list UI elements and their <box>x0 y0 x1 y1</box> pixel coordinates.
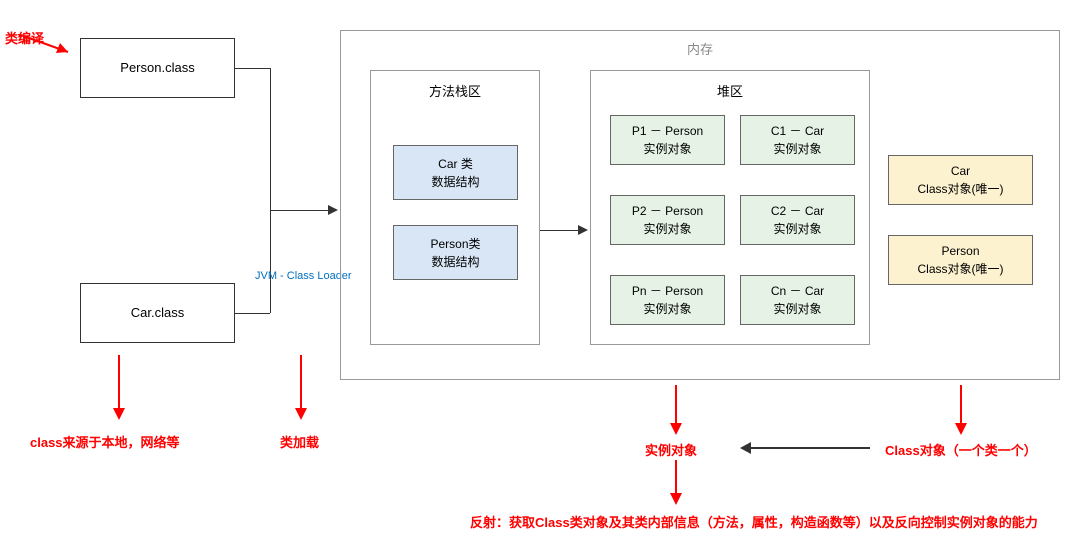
arrow-to-memory <box>328 205 338 215</box>
person-classobj-box: Person Class对象(唯一) <box>888 235 1033 285</box>
car-classobj-box: Car Class对象(唯一) <box>888 155 1033 205</box>
classobj-label: Class对象（一个类一个） <box>885 440 1037 459</box>
line-person-out <box>235 68 270 69</box>
reflection-label: 反射：获取Class类对象及其类内部信息（方法，属性，构造函数等）以及反向控制实… <box>470 512 1038 531</box>
instance-arrow-line <box>675 385 677 425</box>
arrow-class-to-instance <box>740 442 751 454</box>
line-class-to-instance <box>750 447 870 449</box>
source-label: class来源于本地，网络等 <box>30 432 180 451</box>
person-struct-box: Person类 数据结构 <box>393 225 518 280</box>
pn-box: Pn － Person 实例对象 <box>610 275 725 325</box>
person-class-file: Person.class <box>80 38 235 98</box>
load-arrow-head <box>295 408 307 420</box>
stack-title: 方法栈区 <box>371 81 539 100</box>
source-arrow-line <box>118 355 120 410</box>
p1-label: P1 － Person 实例对象 <box>632 122 703 158</box>
person-class-label: Person.class <box>120 59 194 77</box>
c2-box: C2 － Car 实例对象 <box>740 195 855 245</box>
load-arrow-line <box>300 355 302 410</box>
heap-title: 堆区 <box>591 81 869 100</box>
reflection-arrow-head <box>670 493 682 505</box>
jvm-loader-label: JVM - Class Loader <box>255 270 352 282</box>
car-class-file: Car.class <box>80 283 235 343</box>
source-arrow-head <box>113 408 125 420</box>
instance-arrow-head <box>670 423 682 435</box>
c1-box: C1 － Car 实例对象 <box>740 115 855 165</box>
classobj-arrow-line <box>960 385 962 425</box>
line-to-memory <box>270 210 330 211</box>
line-car-out <box>235 313 270 314</box>
cn-box: Cn － Car 实例对象 <box>740 275 855 325</box>
arrow-stack-heap <box>578 225 588 235</box>
load-label: 类加载 <box>280 432 319 451</box>
person-struct-label: Person类 数据结构 <box>430 235 480 271</box>
car-struct-box: Car 类 数据结构 <box>393 145 518 200</box>
reflection-arrow-line <box>675 460 677 495</box>
car-class-label: Car.class <box>131 304 184 322</box>
compile-arrow <box>18 34 88 64</box>
line-stack-heap <box>540 230 580 231</box>
cn-label: Cn － Car 实例对象 <box>771 282 824 318</box>
car-struct-label: Car 类 数据结构 <box>431 155 479 191</box>
classobj-arrow-head <box>955 423 967 435</box>
person-classobj-label: Person Class对象(唯一) <box>918 242 1004 278</box>
p2-box: P2 － Person 实例对象 <box>610 195 725 245</box>
p2-label: P2 － Person 实例对象 <box>632 202 703 238</box>
pn-label: Pn － Person 实例对象 <box>632 282 703 318</box>
instance-label: 实例对象 <box>645 440 697 459</box>
memory-title: 内存 <box>341 39 1059 58</box>
p1-box: P1 － Person 实例对象 <box>610 115 725 165</box>
stack-container: 方法栈区 <box>370 70 540 345</box>
car-classobj-label: Car Class对象(唯一) <box>918 162 1004 198</box>
c2-label: C2 － Car 实例对象 <box>771 202 824 238</box>
c1-label: C1 － Car 实例对象 <box>771 122 824 158</box>
